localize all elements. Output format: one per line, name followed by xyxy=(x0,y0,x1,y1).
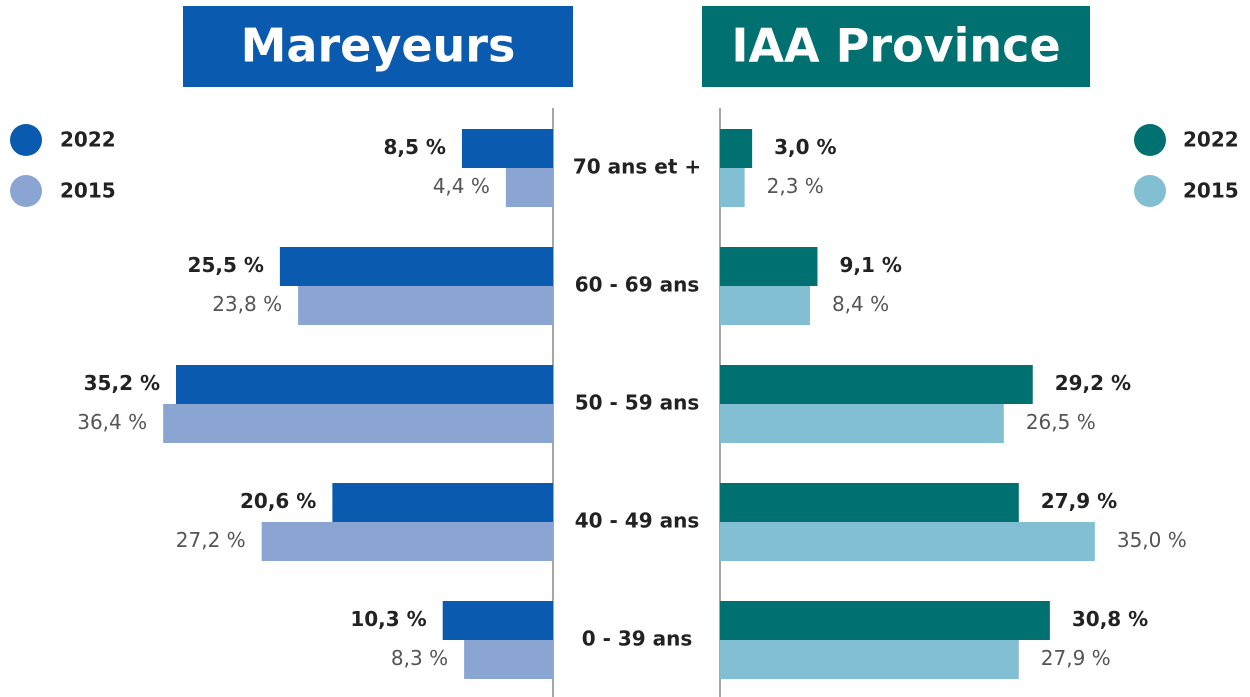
bar xyxy=(464,640,553,679)
legend-label: 2022 xyxy=(1183,128,1239,152)
chart-title: Mareyeurs xyxy=(241,19,516,73)
bar xyxy=(442,601,553,640)
bar xyxy=(298,286,553,325)
value-label: 10,3 % xyxy=(350,607,426,631)
legend-swatch xyxy=(10,124,42,156)
bar xyxy=(461,129,553,168)
value-label: 35,2 % xyxy=(84,371,160,395)
bar xyxy=(720,640,1019,679)
legend-swatch xyxy=(10,175,42,207)
value-label: 27,9 % xyxy=(1041,646,1111,670)
bar xyxy=(720,286,810,325)
bar xyxy=(720,522,1095,561)
value-label: 8,3 % xyxy=(391,646,448,670)
value-label: 25,5 % xyxy=(188,253,264,277)
category-label: 40 - 49 ans xyxy=(575,509,700,533)
bar xyxy=(720,247,818,286)
value-label: 29,2 % xyxy=(1055,371,1131,395)
value-label: 8,5 % xyxy=(384,135,446,159)
legend-swatch xyxy=(1134,175,1166,207)
value-label: 30,8 % xyxy=(1072,607,1148,631)
value-label: 8,4 % xyxy=(832,292,889,316)
title-box xyxy=(183,6,573,87)
bar xyxy=(261,522,553,561)
legend-label: 2015 xyxy=(1183,179,1239,203)
value-label: 27,2 % xyxy=(176,528,246,552)
bar xyxy=(720,129,753,168)
category-label: 50 - 59 ans xyxy=(575,391,700,415)
legend-label: 2022 xyxy=(60,128,116,152)
value-label: 23,8 % xyxy=(212,292,282,316)
bar xyxy=(505,168,553,207)
bar xyxy=(332,483,553,522)
value-label: 36,4 % xyxy=(77,410,147,434)
value-label: 35,0 % xyxy=(1117,528,1187,552)
value-label: 2,3 % xyxy=(767,174,824,198)
bar xyxy=(720,404,1004,443)
bar xyxy=(720,365,1033,404)
value-label: 3,0 % xyxy=(774,135,836,159)
bar xyxy=(720,168,745,207)
value-label: 27,9 % xyxy=(1041,489,1117,513)
category-label: 70 ans et + xyxy=(573,155,701,179)
bar xyxy=(176,365,553,404)
bar xyxy=(163,404,553,443)
bar xyxy=(720,483,1019,522)
value-label: 20,6 % xyxy=(240,489,316,513)
legend-swatch xyxy=(1134,124,1166,156)
value-label: 26,5 % xyxy=(1026,410,1096,434)
title-box xyxy=(702,6,1090,87)
chart-title: IAA Province xyxy=(731,19,1060,73)
category-label: 0 - 39 ans xyxy=(582,627,693,651)
bar xyxy=(279,247,553,286)
legend-label: 2015 xyxy=(60,179,116,203)
value-label: 9,1 % xyxy=(839,253,901,277)
bar xyxy=(720,601,1050,640)
value-label: 4,4 % xyxy=(433,174,490,198)
category-label: 60 - 69 ans xyxy=(575,273,700,297)
